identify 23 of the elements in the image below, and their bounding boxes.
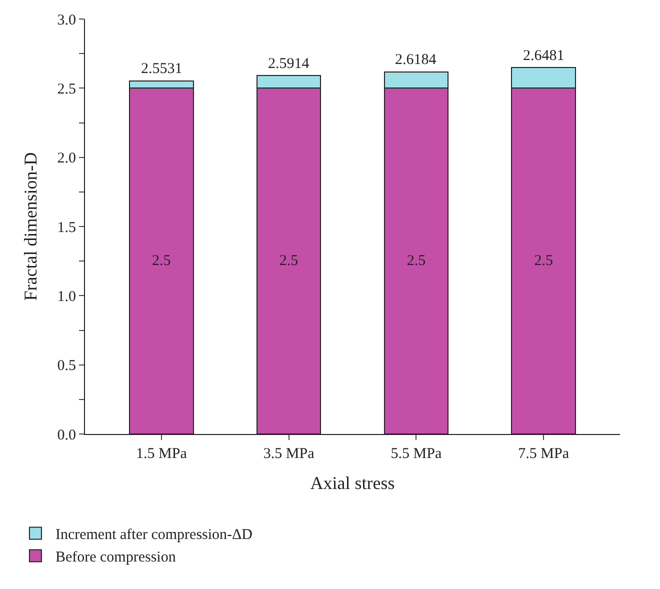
total-label: 2.6184 [395, 52, 437, 68]
x-tick-label: 1.5 MPa [136, 446, 188, 462]
x-tick-label: 5.5 MPa [390, 446, 442, 462]
data-label: 2.5 [152, 253, 171, 270]
data-label: 2.5 [279, 253, 298, 270]
y-tick-label: 0.0 [57, 427, 76, 444]
total-label: 2.5914 [268, 56, 310, 72]
y-tick-label: 0.5 [57, 358, 76, 374]
x-tick-label: 3.5 MPa [263, 446, 315, 462]
data-label: 2.5 [406, 253, 426, 270]
y-tick-label: 1.0 [57, 288, 76, 305]
y-tick-label: 1.5 [57, 220, 76, 236]
y-axis-title: Fractal dimension-D [20, 152, 40, 301]
y-tick-label: 3.0 [57, 12, 76, 28]
x-tick-label: 7.5 MPa [518, 446, 570, 462]
legend-label: Before compression [55, 550, 176, 566]
total-label: 2.6481 [523, 48, 564, 64]
y-tick-label: 2.0 [57, 150, 76, 167]
y-tick-label: 2.5 [57, 81, 76, 98]
total-label: 2.5531 [141, 61, 182, 77]
x-axis-title: Axial stress [310, 473, 395, 494]
data-label: 2.5 [534, 253, 553, 270]
legend-label: Increment after compression-ΔD [55, 527, 253, 544]
